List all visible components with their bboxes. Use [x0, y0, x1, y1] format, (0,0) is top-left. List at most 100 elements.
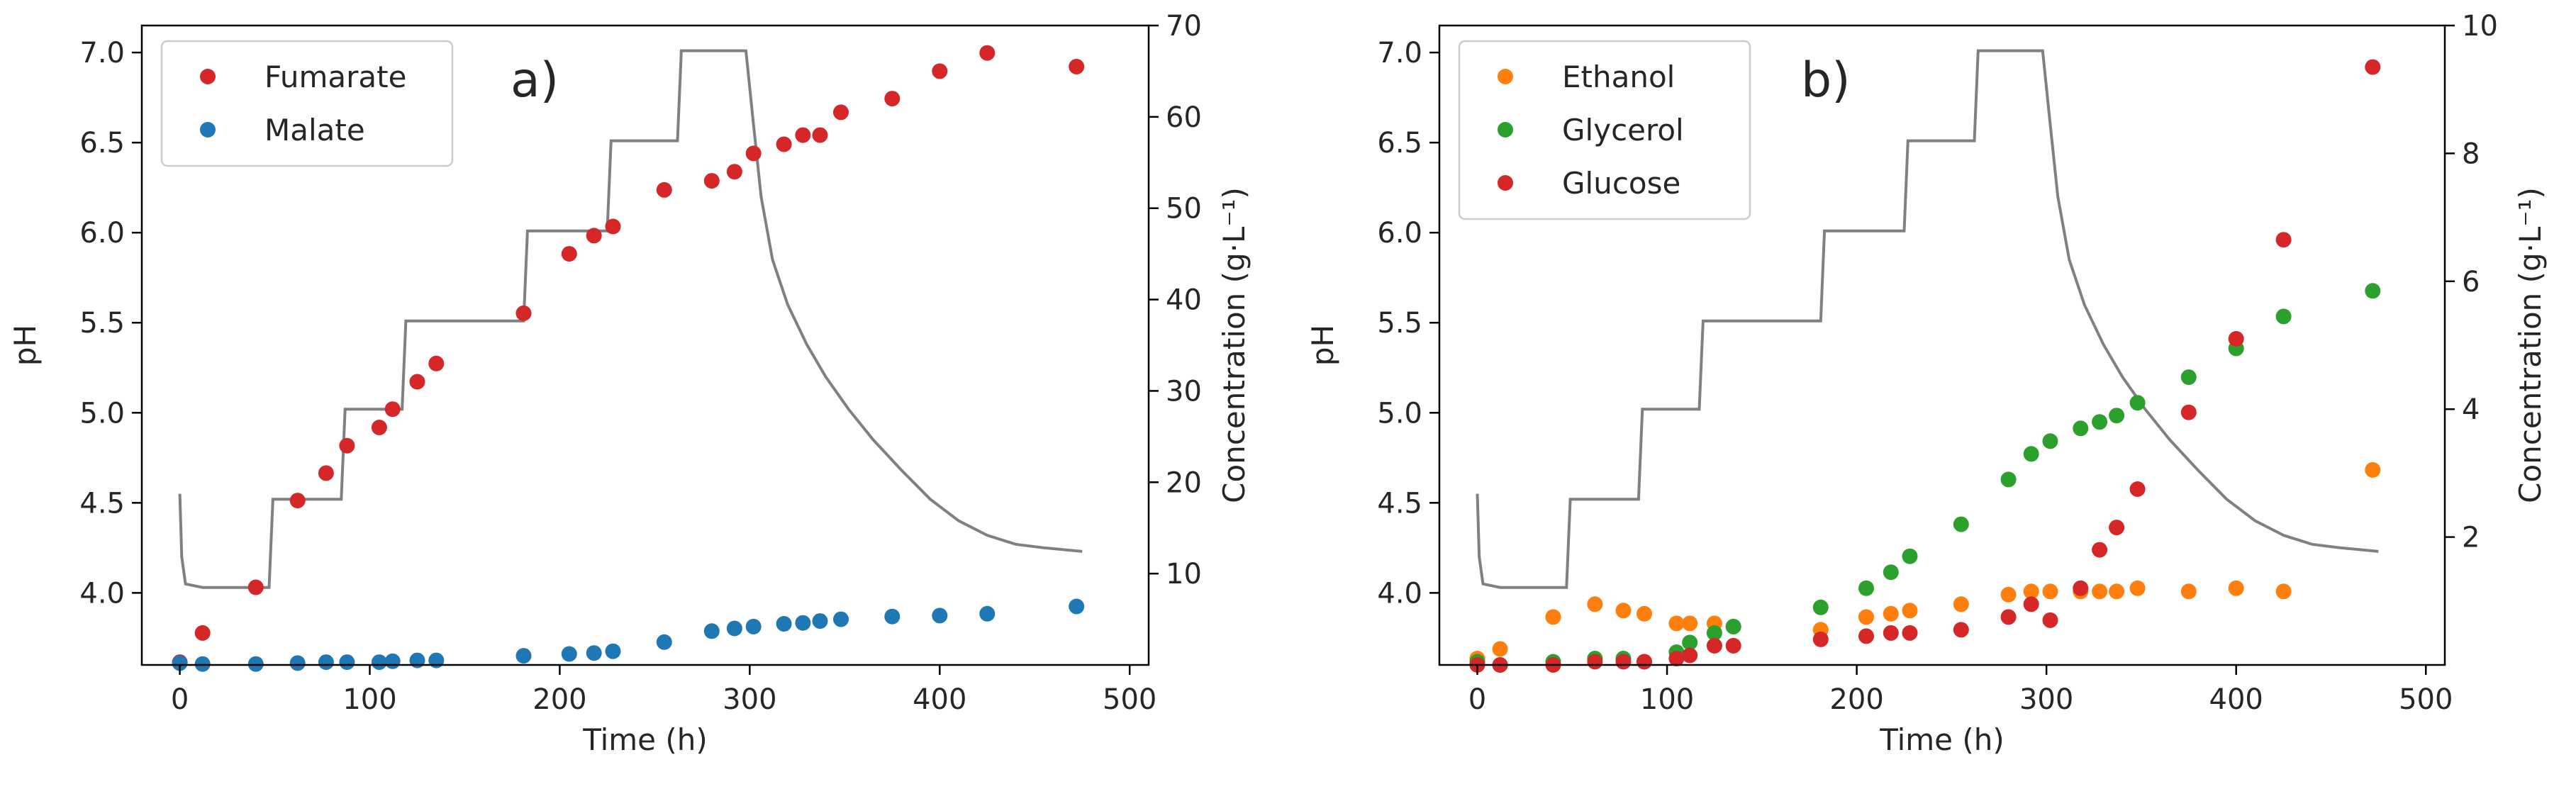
- data-point-fumarate: [318, 465, 334, 481]
- y-left-tick-label: 4.0: [79, 577, 125, 610]
- panel-label: a): [511, 52, 559, 108]
- data-point-fumarate: [932, 63, 948, 79]
- x-tick-label: 500: [2399, 683, 2453, 716]
- y-left-axis-label: pH: [8, 325, 43, 366]
- x-tick-label: 300: [2019, 683, 2073, 716]
- y-right-tick-label: 40: [1166, 284, 1202, 317]
- y-right-tick-label: 10: [1166, 558, 1202, 590]
- y-left-tick-label: 4.5: [79, 487, 125, 520]
- y-left-axis-label: pH: [1305, 325, 1340, 366]
- legend-marker-glucose: [1498, 175, 1513, 191]
- data-point-malate: [1069, 598, 1085, 615]
- y-right-tick-label: 8: [2462, 138, 2480, 170]
- data-point-glucose: [1615, 654, 1632, 670]
- data-point-ethanol: [1615, 603, 1632, 619]
- y-left-tick-label: 5.0: [1377, 397, 1422, 430]
- data-point-fumarate: [586, 228, 602, 244]
- x-tick-label: 100: [1640, 683, 1694, 716]
- data-point-fumarate: [726, 164, 742, 180]
- data-point-glucose: [1682, 647, 1698, 664]
- legend-label-malate: Malate: [264, 113, 365, 147]
- data-point-fumarate: [428, 355, 445, 371]
- legend-label-fumarate: Fumarate: [264, 60, 406, 94]
- data-point-malate: [703, 623, 720, 639]
- data-point-glucose: [1953, 622, 1969, 638]
- legend-label-glucose: Glucose: [1562, 166, 1680, 201]
- data-point-glucose: [2180, 404, 2197, 420]
- data-point-glycerol: [1953, 516, 1969, 532]
- x-tick-label: 200: [1829, 683, 1883, 716]
- y-right-tick-label: 70: [1166, 10, 1202, 43]
- data-point-glucose: [2000, 609, 2017, 625]
- data-point-fumarate: [795, 127, 811, 143]
- data-point-fumarate: [979, 45, 996, 61]
- data-point-glucose: [2092, 542, 2108, 558]
- x-tick-label: 100: [342, 683, 396, 716]
- data-point-fumarate: [745, 145, 762, 162]
- panel-label: b): [1801, 52, 1851, 108]
- data-point-malate: [884, 608, 901, 625]
- data-point-fumarate: [1069, 59, 1085, 74]
- axes-frame: [1438, 24, 2446, 666]
- chart-panel-b: 0 100 200 300 400 500 4.0 4.5 5.0 5.5 6.0 6.5 7.0 2 4 6…: [1305, 10, 2548, 757]
- data-point-fumarate: [384, 401, 401, 418]
- data-point-glycerol: [1858, 580, 1874, 596]
- data-point-malate: [247, 656, 264, 672]
- data-point-glucose: [2042, 612, 2058, 628]
- y-left-tick-label: 6.5: [79, 127, 125, 159]
- data-point-malate: [194, 656, 211, 672]
- data-point-malate: [745, 618, 762, 634]
- data-point-ethanol: [2109, 583, 2125, 600]
- data-point-fumarate: [703, 173, 720, 189]
- data-point-malate: [795, 615, 811, 631]
- data-point-ethanol: [1587, 596, 1603, 612]
- data-point-glucose: [2228, 331, 2244, 347]
- data-point-ethanol: [1668, 615, 1685, 632]
- y-left-tick-label: 6.0: [1377, 217, 1422, 250]
- data-point-ethanol: [2365, 461, 2381, 478]
- data-point-glucose: [2023, 596, 2039, 612]
- data-point-malate: [172, 655, 188, 671]
- data-point-glucose: [1637, 654, 1652, 670]
- y-right-tick-label: 30: [1166, 375, 1202, 408]
- data-point-ethanol: [2129, 580, 2146, 596]
- data-point-glycerol: [2023, 446, 2039, 462]
- x-tick-label: 0: [1468, 683, 1486, 716]
- data-point-glycerol: [2000, 471, 2017, 488]
- data-point-glycerol: [2109, 408, 2125, 424]
- data-point-malate: [586, 645, 602, 661]
- data-point-glucose: [2275, 232, 2292, 248]
- data-point-fumarate: [656, 181, 672, 198]
- y-right-tick-label: 10: [2462, 10, 2498, 43]
- ph-line: [178, 49, 1083, 589]
- y-right-tick-label: 50: [1166, 193, 1202, 225]
- data-point-glycerol: [1725, 618, 1741, 634]
- data-point-fumarate: [371, 420, 387, 435]
- data-point-glucose: [2109, 520, 2125, 536]
- data-point-ethanol: [2180, 583, 2197, 600]
- data-point-glucose: [1587, 654, 1603, 670]
- x-tick-label: 200: [533, 683, 586, 716]
- chart-panel-a: 0 100 200 300 400 500 4.0 4.5 5.0 5.5 6.0 6.5 7.0 10 2…: [8, 10, 1251, 757]
- data-point-glycerol: [2073, 420, 2089, 437]
- y-left-tick-label: 7.0: [79, 37, 125, 69]
- data-point-fumarate: [561, 246, 577, 262]
- data-point-ethanol: [1545, 609, 1561, 625]
- y-right-axis-label: Concentration (g·L⁻¹): [1217, 187, 1251, 503]
- data-point-ethanol: [1953, 596, 1969, 612]
- data-point-glucose: [1883, 625, 1899, 641]
- legend-marker-fumarate: [200, 69, 216, 84]
- data-point-ethanol: [2228, 580, 2244, 596]
- data-point-malate: [289, 655, 306, 671]
- data-point-ethanol: [1492, 641, 1508, 657]
- legend-marker-glycerol: [1498, 122, 1513, 138]
- data-point-fumarate: [289, 493, 306, 509]
- data-point-glucose: [1668, 651, 1685, 666]
- data-point-glucose: [1902, 625, 1918, 641]
- x-tick-label: 300: [723, 683, 776, 716]
- data-point-fumarate: [409, 374, 425, 390]
- data-point-ethanol: [2000, 586, 2017, 603]
- data-point-glucose: [1706, 637, 1722, 654]
- data-point-glucose: [2365, 59, 2381, 75]
